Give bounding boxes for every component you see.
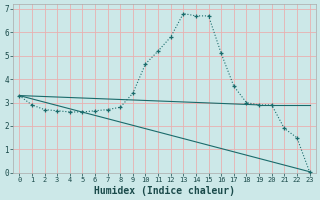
X-axis label: Humidex (Indice chaleur): Humidex (Indice chaleur) [94,186,235,196]
